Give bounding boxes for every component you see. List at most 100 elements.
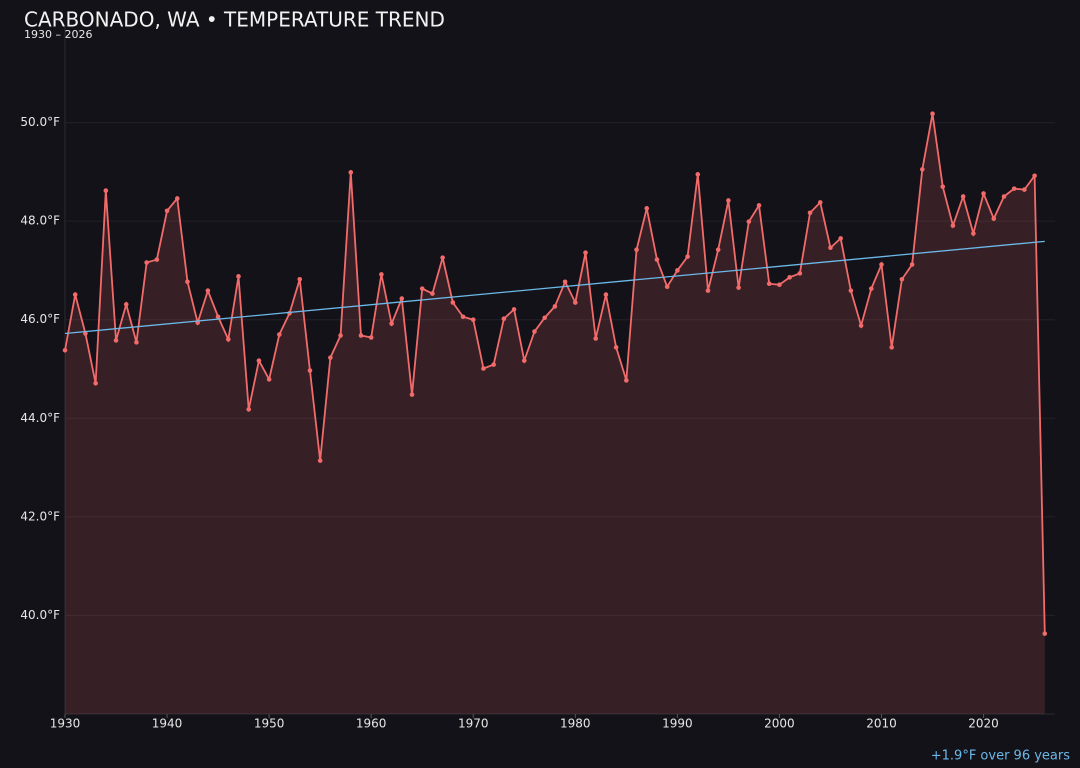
point — [236, 274, 241, 279]
y-tick-label: 48.0°F — [20, 214, 60, 228]
x-tick-label: 2010 — [866, 717, 897, 731]
point — [113, 338, 119, 343]
y-tick-label: 42.0°F — [20, 509, 60, 523]
point — [797, 271, 803, 276]
point — [103, 188, 109, 193]
point — [338, 333, 343, 338]
point — [746, 219, 752, 224]
point — [154, 257, 160, 262]
x-tick-label: 1940 — [152, 717, 183, 731]
point — [613, 345, 619, 350]
point — [328, 355, 333, 360]
point — [848, 288, 854, 293]
point — [440, 255, 445, 260]
point — [920, 167, 925, 172]
point — [685, 254, 690, 259]
trend-line — [64, 240, 1045, 335]
point — [664, 284, 670, 289]
point — [960, 194, 966, 199]
point — [603, 292, 609, 297]
point — [624, 378, 629, 383]
point — [930, 111, 935, 116]
point — [123, 302, 129, 307]
point — [491, 362, 496, 367]
point — [256, 358, 262, 363]
point — [552, 304, 558, 309]
point — [215, 314, 221, 320]
x-tick-label: 1930 — [50, 717, 81, 731]
point — [715, 247, 721, 253]
point — [675, 268, 680, 273]
y-tick-label: 44.0°F — [20, 411, 60, 425]
point — [1022, 187, 1027, 192]
point — [899, 277, 905, 282]
point — [164, 208, 170, 214]
point — [868, 286, 874, 291]
point — [644, 206, 650, 211]
point — [297, 277, 303, 282]
point — [266, 377, 272, 382]
point — [1001, 194, 1007, 199]
point — [766, 281, 772, 287]
point — [695, 172, 701, 177]
x-tick-label: 2020 — [968, 717, 999, 731]
point — [879, 262, 884, 267]
point — [1032, 173, 1037, 179]
point — [450, 300, 456, 305]
chart-title: CARBONADO, WA • TEMPERATURE TREND — [24, 8, 445, 32]
point — [481, 366, 486, 371]
point — [348, 170, 354, 175]
point — [634, 247, 639, 253]
point — [277, 332, 282, 337]
point — [144, 260, 149, 265]
point — [950, 223, 956, 228]
point — [817, 200, 823, 205]
point — [889, 345, 895, 350]
x-tick-label: 1980 — [560, 717, 591, 731]
point — [573, 300, 578, 305]
point — [419, 286, 425, 291]
point — [838, 236, 843, 241]
x-tick-label: 2000 — [764, 717, 795, 731]
point — [562, 279, 568, 285]
point — [593, 336, 599, 341]
area — [65, 113, 1045, 714]
point — [583, 250, 588, 255]
point — [174, 196, 180, 201]
point — [185, 279, 190, 285]
point — [93, 380, 98, 386]
point — [225, 337, 231, 342]
point — [358, 333, 364, 338]
point — [654, 257, 660, 262]
point — [971, 231, 976, 236]
point — [389, 321, 394, 326]
point — [501, 316, 507, 322]
point — [368, 335, 374, 340]
point — [62, 347, 68, 353]
point — [726, 198, 731, 203]
point — [399, 296, 405, 301]
point — [940, 184, 946, 189]
point — [246, 407, 252, 412]
point — [756, 203, 762, 208]
point — [317, 458, 323, 463]
point — [828, 245, 833, 251]
point — [532, 329, 537, 334]
point — [807, 210, 813, 216]
y-tick-label: 40.0°F — [20, 608, 60, 622]
point — [72, 292, 78, 297]
x-tick-label: 1970 — [458, 717, 489, 731]
point — [777, 282, 782, 288]
point — [511, 307, 517, 312]
point — [470, 317, 476, 323]
point — [736, 285, 741, 290]
point — [858, 323, 864, 328]
point — [205, 288, 211, 293]
point — [521, 358, 527, 363]
point — [981, 191, 986, 196]
x-tick-label: 1960 — [356, 717, 387, 731]
point — [787, 275, 792, 280]
point — [379, 272, 384, 277]
